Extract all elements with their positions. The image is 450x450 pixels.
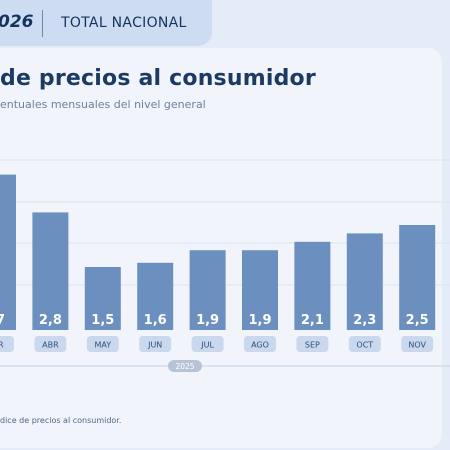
month-pill bbox=[139, 336, 172, 352]
bar-value-label: ,7 bbox=[0, 313, 5, 328]
bar-abr bbox=[32, 212, 69, 330]
month-label: MAY bbox=[94, 341, 111, 350]
month-pill bbox=[34, 336, 67, 352]
bar-ago bbox=[242, 250, 278, 330]
bar-value-label: 1,5 bbox=[91, 313, 114, 328]
year-label: 2025 bbox=[175, 362, 194, 371]
month-pill bbox=[401, 336, 434, 352]
header-bar bbox=[0, 0, 212, 46]
bar-value-label: 2,1 bbox=[301, 313, 324, 328]
bar-value-label: 1,9 bbox=[248, 313, 271, 328]
footnote: dice de precios al consumidor. bbox=[0, 416, 122, 425]
month-pill bbox=[191, 336, 224, 352]
month-label: JUL bbox=[200, 341, 214, 350]
bar-ar bbox=[0, 174, 16, 330]
chart-title: de precios al consumidor bbox=[0, 66, 316, 91]
month-label: JUN bbox=[147, 341, 162, 350]
bar-may bbox=[84, 267, 121, 330]
bar-jun bbox=[137, 262, 174, 330]
month-label: OCT bbox=[356, 341, 373, 350]
month-label: ABR bbox=[42, 341, 59, 350]
year-pill bbox=[168, 360, 202, 372]
month-pill bbox=[0, 336, 14, 352]
bar-value-label: 2,5 bbox=[406, 313, 429, 328]
month-pill bbox=[244, 336, 276, 352]
bar-value-label: 2,8 bbox=[39, 313, 62, 328]
bar-nov bbox=[399, 225, 436, 330]
month-label: AR bbox=[0, 341, 4, 350]
month-pill bbox=[296, 336, 329, 352]
bar-oct bbox=[346, 233, 383, 330]
month-pill bbox=[86, 336, 119, 352]
header-scope: TOTAL NACIONAL bbox=[61, 15, 187, 31]
month-label: SEP bbox=[305, 341, 320, 350]
chart-subtitle: entuales mensuales del nivel general bbox=[0, 98, 206, 111]
month-pill bbox=[348, 336, 381, 352]
header-year: 026 bbox=[0, 12, 34, 32]
bar-sep bbox=[294, 241, 331, 330]
bar-value-label: 1,6 bbox=[144, 313, 167, 328]
header-divider bbox=[42, 10, 43, 37]
bar-value-label: 1,9 bbox=[196, 313, 219, 328]
bar-jul bbox=[189, 250, 226, 330]
month-label: NOV bbox=[408, 341, 426, 350]
bar-value-label: 2,3 bbox=[353, 313, 376, 328]
month-label: AGO bbox=[251, 341, 269, 350]
